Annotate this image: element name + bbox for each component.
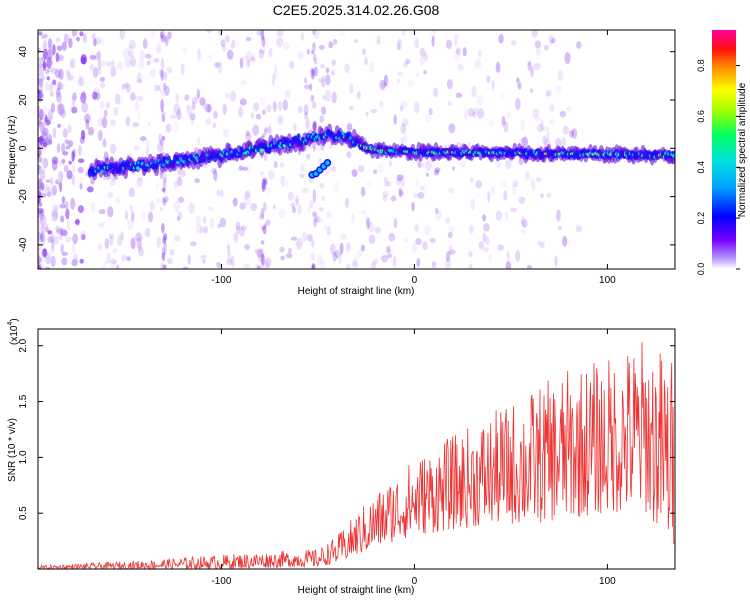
colorbar-tick-label: 0.4 (696, 161, 706, 174)
spectrogram-x-tick-label: 100 (599, 275, 616, 286)
spectrogram-y-tick-label: -40 (18, 237, 29, 252)
snr-y-label: SNR (10 * v/v) (7, 418, 18, 482)
snr-x-tick-label: 100 (599, 576, 616, 587)
spectrogram-y-tick-label: 0 (18, 145, 29, 151)
snr-x-ticks: -100 0 100 (211, 329, 616, 587)
spectrogram-y-tick-label: -20 (18, 189, 29, 204)
spectrogram-y-label: Frequency (Hz) (7, 116, 18, 185)
spectrogram-y-tick-label: 20 (18, 94, 29, 106)
snr-series-line (38, 342, 675, 569)
spectrogram-x-label: Height of straight line (km) (298, 286, 415, 297)
snr-y-ticks: 0.5 1.0 1.5 2.0 (18, 338, 675, 520)
snr-x-tick-label: -100 (211, 576, 231, 587)
colorbar-tick-label: 0.6 (696, 110, 706, 123)
spectrogram-y-tick-label: 40 (18, 46, 29, 58)
svg-text:(x104): (x104) (7, 318, 20, 345)
snr-frame (37, 328, 676, 570)
chart-title: C2E5.2025.314.02.26.G08 (273, 2, 440, 18)
spectrogram-x-ticks: -100 0 100 (211, 30, 616, 286)
snr-x-label: Height of straight line (km) (298, 585, 415, 596)
colorbar-tick-label: 0.2 (696, 212, 706, 225)
spectrogram-frame (37, 29, 676, 270)
colorbar-label: Normalized spectral amplitude (737, 82, 748, 217)
spectrogram-heatmap (38, 30, 675, 269)
snr-y-tick-label: 1.0 (18, 450, 29, 464)
spectrogram-y-ticks: -40 -20 0 20 40 (18, 46, 675, 252)
snr-y-tick-label: 0.5 (18, 506, 29, 520)
spectrogram-panel: -100 0 100 -40 -20 0 20 40 Height of straight … (7, 29, 676, 297)
colorbar-tick-label: 0.8 (696, 59, 706, 72)
colorbar-gradient (712, 30, 736, 269)
snr-x-tick-label: 0 (412, 576, 418, 587)
snr-multiplier-exponent: 4 (7, 322, 14, 326)
snr-y-tick-label: 2.0 (18, 338, 29, 352)
spectrogram-x-tick-label: -100 (211, 275, 231, 286)
spectrogram-x-tick-label: 0 (412, 275, 418, 286)
colorbar-tick-label: 0.0 (696, 263, 706, 276)
snr-panel: -100 0 100 0.5 1.0 1.5 2.0 Height of straight… (7, 318, 676, 596)
colorbar: 0.0 0.2 0.4 0.6 0.8 Normalized spectral ampl… (696, 30, 748, 275)
colorbar-ticks: 0.0 0.2 0.4 0.6 0.8 (696, 59, 740, 275)
snr-multiplier-prefix: (x10 (9, 325, 20, 345)
snr-multiplier-suffix: ) (9, 318, 20, 321)
snr-y-multiplier: (x104) (7, 318, 20, 345)
snr-y-tick-label: 1.5 (18, 394, 29, 408)
